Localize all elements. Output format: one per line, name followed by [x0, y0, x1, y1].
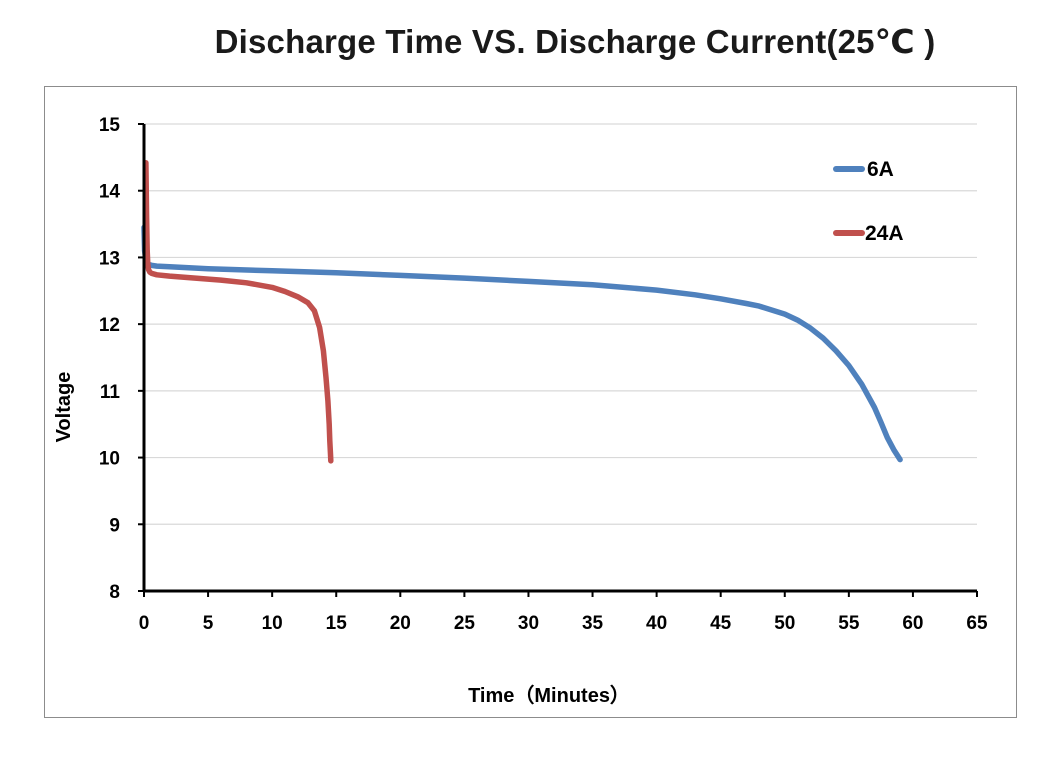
chart-title: Discharge Time VS. Discharge Current(25℃… [214, 23, 936, 60]
x-tick-label: 65 [966, 613, 988, 634]
chart-frame [44, 86, 1017, 718]
series-lines [141, 159, 903, 464]
y-tick-label: 9 [109, 515, 120, 536]
x-tick-labels: 0 5 10 15 20 25 30 35 40 45 50 55 60 65 [139, 613, 988, 634]
y-tick-label: 8 [109, 582, 120, 603]
y-axis-title: Voltage [53, 372, 75, 443]
y-tick-label: 11 [100, 382, 121, 403]
x-tick-label: 35 [582, 613, 604, 634]
gridlines [144, 123, 977, 525]
axes [138, 123, 978, 597]
x-tick-label: 0 [139, 613, 150, 634]
x-tick-label: 5 [203, 613, 214, 634]
y-tick-label: 12 [99, 315, 120, 336]
x-tick-label: 15 [326, 613, 348, 634]
x-tick-label: 30 [518, 613, 539, 634]
x-tick-label: 40 [646, 613, 667, 634]
x-tick-label: 50 [774, 613, 795, 634]
x-tick-label: 60 [902, 613, 923, 634]
y-tick-labels: 8 9 10 11 12 13 14 15 [99, 115, 121, 603]
legend-label-24a: 24A [865, 222, 904, 245]
y-tick-label: 13 [99, 248, 120, 269]
series-line-6a [141, 224, 903, 463]
legend-label-6a: 6A [867, 158, 894, 181]
x-axis-title: Time（Minutes） [468, 684, 630, 707]
y-tick-label: 10 [99, 449, 120, 470]
x-tick-label: 25 [454, 613, 476, 634]
series-line-24a [143, 159, 334, 464]
y-tick-label: 15 [99, 115, 121, 136]
x-tick-label: 55 [838, 613, 860, 634]
x-tick-label: 20 [390, 613, 411, 634]
legend: 6A 24A [833, 158, 904, 245]
y-tick-label: 14 [99, 182, 121, 203]
x-tick-label: 45 [710, 613, 732, 634]
x-tick-label: 10 [262, 613, 283, 634]
